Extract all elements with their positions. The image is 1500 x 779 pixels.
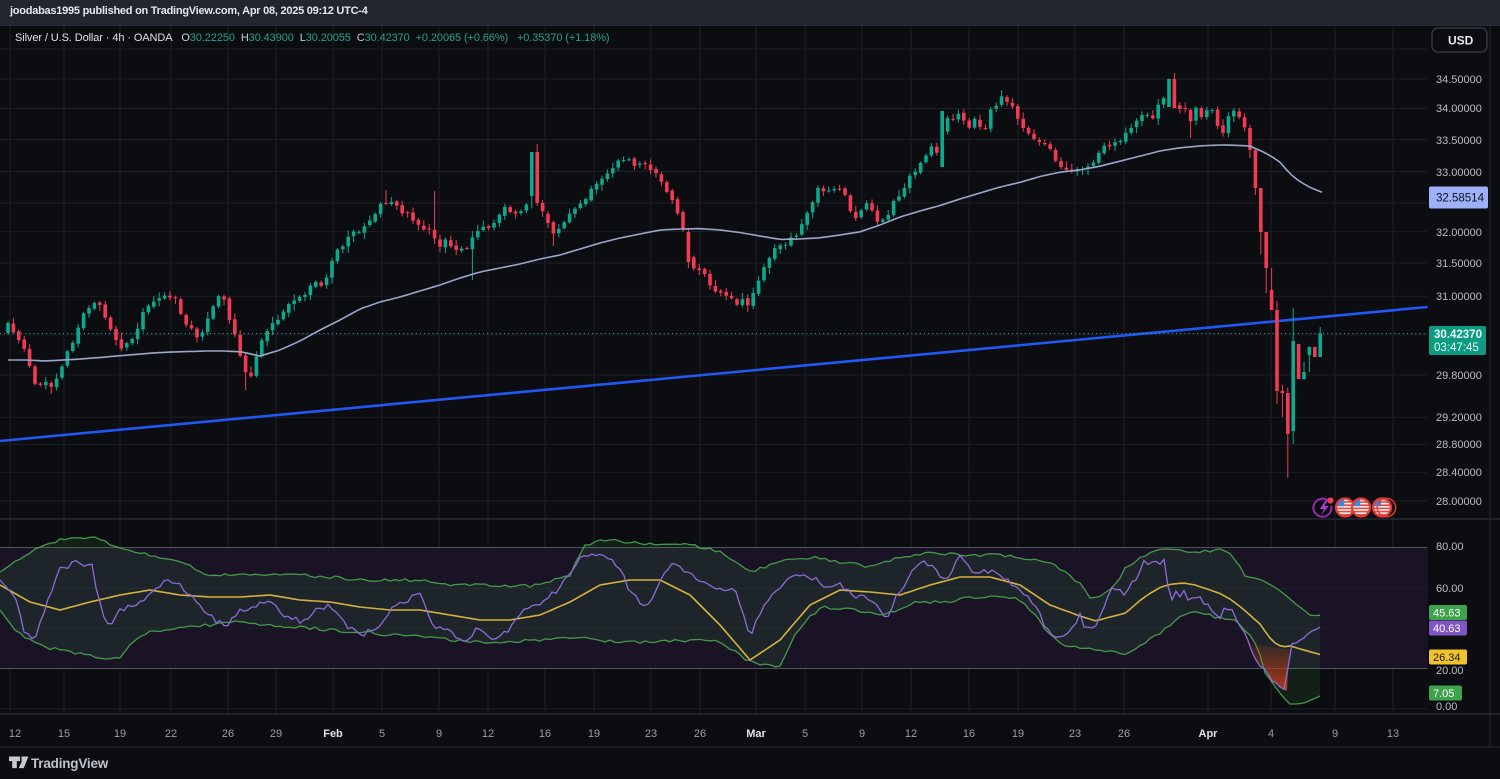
- svg-text:33.50000: 33.50000: [1436, 135, 1482, 147]
- svg-text:28.00000: 28.00000: [1436, 496, 1482, 508]
- svg-text:19: 19: [114, 728, 126, 740]
- svg-text:32.00000: 32.00000: [1436, 227, 1482, 239]
- svg-text:32.58514: 32.58514: [1436, 193, 1485, 205]
- svg-text:31.50000: 31.50000: [1436, 258, 1482, 270]
- svg-text:45.63: 45.63: [1433, 608, 1461, 620]
- svg-text:5: 5: [379, 728, 385, 740]
- svg-text:16: 16: [539, 728, 551, 740]
- svg-text:31.00000: 31.00000: [1436, 291, 1482, 303]
- svg-text:12: 12: [482, 728, 494, 740]
- svg-text:20.00: 20.00: [1436, 665, 1464, 677]
- svg-text:03:47:45: 03:47:45: [1434, 342, 1479, 354]
- svg-text:30.42370: 30.42370: [1434, 329, 1482, 341]
- svg-text:22: 22: [165, 728, 177, 740]
- svg-text:34.00000: 34.00000: [1436, 103, 1482, 115]
- svg-text:0.00: 0.00: [1436, 701, 1457, 713]
- svg-text:TradingView: TradingView: [31, 756, 109, 771]
- svg-text:5: 5: [802, 728, 808, 740]
- svg-text:26: 26: [694, 728, 706, 740]
- svg-text:29.80000: 29.80000: [1436, 370, 1482, 382]
- svg-text:16: 16: [963, 728, 975, 740]
- svg-text:26: 26: [222, 728, 234, 740]
- svg-text:Apr: Apr: [1199, 728, 1219, 740]
- svg-text:13: 13: [1387, 728, 1399, 740]
- svg-text:9: 9: [436, 728, 442, 740]
- svg-text:26.34: 26.34: [1433, 652, 1461, 664]
- svg-text:60.00: 60.00: [1436, 583, 1464, 595]
- svg-text:40.63: 40.63: [1433, 623, 1461, 635]
- svg-text:34.50000: 34.50000: [1436, 74, 1482, 86]
- svg-text:29.20000: 29.20000: [1436, 412, 1482, 424]
- svg-text:Feb: Feb: [323, 728, 343, 740]
- svg-text:29: 29: [270, 728, 282, 740]
- svg-text:4: 4: [1268, 728, 1274, 740]
- svg-text:23: 23: [645, 728, 657, 740]
- svg-text:80.00: 80.00: [1436, 541, 1464, 553]
- svg-text:23: 23: [1069, 728, 1081, 740]
- svg-text:12: 12: [905, 728, 917, 740]
- svg-text:26: 26: [1118, 728, 1130, 740]
- svg-text:12: 12: [9, 728, 21, 740]
- svg-text:19: 19: [588, 728, 600, 740]
- svg-text:28.40000: 28.40000: [1436, 467, 1482, 479]
- svg-text:28.80000: 28.80000: [1436, 439, 1482, 451]
- svg-text:Mar: Mar: [746, 728, 766, 740]
- svg-text:7.05: 7.05: [1433, 688, 1454, 700]
- svg-text:19: 19: [1012, 728, 1024, 740]
- svg-text:33.00000: 33.00000: [1436, 167, 1482, 179]
- svg-text:9: 9: [1332, 728, 1338, 740]
- svg-text:9: 9: [859, 728, 865, 740]
- svg-text:USD: USD: [1448, 34, 1474, 48]
- svg-text:15: 15: [58, 728, 70, 740]
